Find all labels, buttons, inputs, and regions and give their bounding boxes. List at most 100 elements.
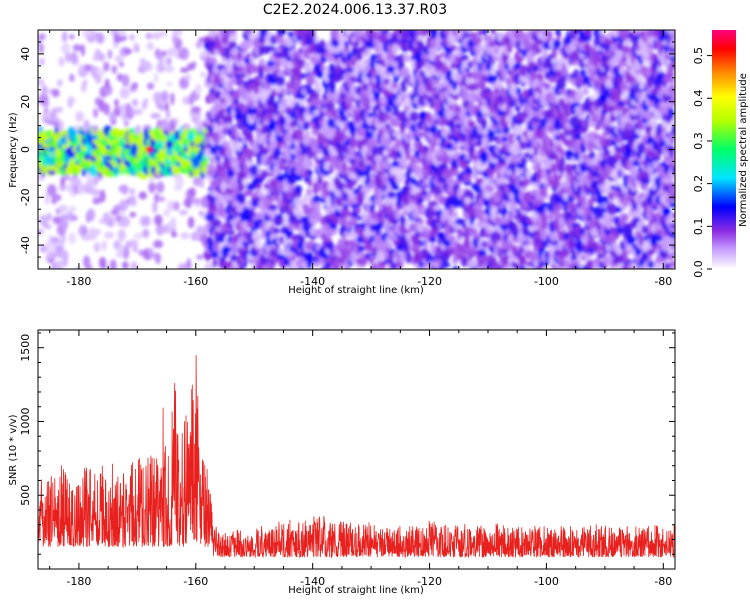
heatmap-cell: [170, 92, 175, 106]
heatmap-cell: [159, 55, 164, 67]
heatmap-cell: [153, 72, 159, 84]
heatmap-cell: [43, 223, 52, 230]
heatmap-cell: [387, 191, 396, 199]
heatmap-cell: [179, 47, 190, 60]
heatmap-cell: [276, 173, 286, 182]
heatmap-cell: [123, 48, 133, 54]
heatmap-cell: [235, 61, 244, 68]
heatmap-cell: [581, 254, 587, 261]
heatmap-cell: [138, 249, 144, 256]
heatmap-cell: [469, 192, 475, 202]
heatmap-cell: [78, 64, 84, 74]
heatmap-cell: [313, 200, 321, 213]
heatmap-cell: [303, 61, 312, 74]
heatmap-cell: [155, 224, 165, 236]
heatmap-cell: [438, 195, 446, 205]
heatmap-cell: [129, 200, 138, 207]
heatmap-cell: [172, 118, 179, 125]
heatmap-cell: [391, 184, 400, 191]
heatmap-cell: [290, 254, 297, 261]
heatmap-cell: [186, 258, 192, 269]
heatmap-cell: [130, 261, 138, 269]
heatmap-cell: [258, 58, 266, 66]
heatmap-cell: [342, 162, 348, 173]
heatmap-cell: [69, 73, 75, 82]
heatmap-cell: [316, 85, 323, 94]
heatmap-cell: [173, 201, 180, 211]
heatmap-cell: [119, 87, 130, 99]
heatmap-cell: [108, 111, 116, 123]
heatmap-cell: [589, 94, 596, 102]
heatmap-cell: [108, 215, 115, 228]
heatmap-cell: [186, 134, 196, 140]
heatmap-cell: [614, 179, 620, 187]
heatmap-cell: [75, 111, 85, 122]
heatmap-cell: [154, 252, 161, 264]
heatmap-cell: [289, 213, 298, 225]
heatmap-cell: [50, 116, 60, 122]
heatmap-cell: [47, 212, 52, 221]
heatmap-cell: [555, 30, 561, 37]
heatmap-cell: [123, 245, 130, 258]
heatmap-cell: [68, 232, 77, 245]
heatmap-cell: [316, 42, 323, 55]
heatmap-cell: [311, 176, 318, 183]
heatmap-cell: [220, 97, 226, 104]
heatmap-cell: [306, 30, 316, 39]
heatmap-cell: [52, 216, 63, 225]
heatmap-cell: [204, 147, 212, 154]
heatmap-cell: [428, 47, 439, 54]
heatmap-cell: [57, 204, 68, 213]
heatmap-cell: [103, 103, 110, 116]
heatmap-cell: [261, 227, 267, 239]
heatmap-cell: [422, 190, 428, 197]
heatmap-cell: [141, 215, 151, 227]
heatmap-cell: [609, 192, 614, 200]
heatmap-cell: [129, 34, 135, 41]
heatmap-cell: [486, 34, 494, 42]
heatmap-cell: [395, 138, 401, 146]
heatmap-cell: [504, 213, 510, 220]
heatmap-cell: [229, 176, 239, 189]
heatmap-cell: [247, 78, 255, 84]
heatmap-cell: [70, 51, 77, 64]
heatmap-cell: [128, 195, 137, 202]
heatmap-cell: [299, 199, 306, 206]
heatmap-cell: [195, 119, 205, 133]
heatmap-cell: [201, 49, 207, 58]
heatmap-cell: [293, 205, 302, 216]
heatmap-cell: [180, 232, 190, 240]
heatmap-cell: [95, 228, 101, 236]
heatmap-cell: [80, 83, 87, 93]
heatmap-cell: [91, 188, 101, 197]
heatmap-cell: [148, 177, 154, 184]
heatmap-cell: [293, 66, 301, 76]
heatmap-cell: [316, 63, 322, 75]
heatmap-cell: [94, 75, 102, 84]
heatmap-cell: [107, 49, 113, 60]
heatmap-cell: [582, 88, 589, 96]
heatmap-cell: [309, 227, 319, 236]
heatmap-cell: [276, 217, 284, 224]
heatmap-cell: [199, 177, 205, 189]
heatmap-cell: [104, 231, 115, 239]
heatmap-cell: [155, 181, 165, 194]
heatmap-cell: [47, 250, 53, 260]
heatmap-cell: [184, 74, 191, 82]
heatmap-cell: [88, 227, 98, 241]
heatmap-cell: [487, 254, 494, 260]
heatmap-cell: [142, 124, 152, 130]
heatmap-cell: [391, 93, 399, 100]
heatmap-cell: [104, 78, 110, 89]
heatmap-cell: [60, 214, 69, 221]
heatmap-cell: [278, 30, 286, 37]
heatmap-cell: [72, 44, 82, 52]
heatmap-cell: [469, 82, 475, 93]
heatmap-cell: [226, 63, 232, 75]
heatmap-cell: [188, 187, 196, 198]
heatmap-cell: [306, 187, 313, 196]
heatmap-cell: [38, 78, 45, 86]
heatmap-cell: [191, 198, 202, 205]
heatmap-cell: [204, 262, 215, 269]
